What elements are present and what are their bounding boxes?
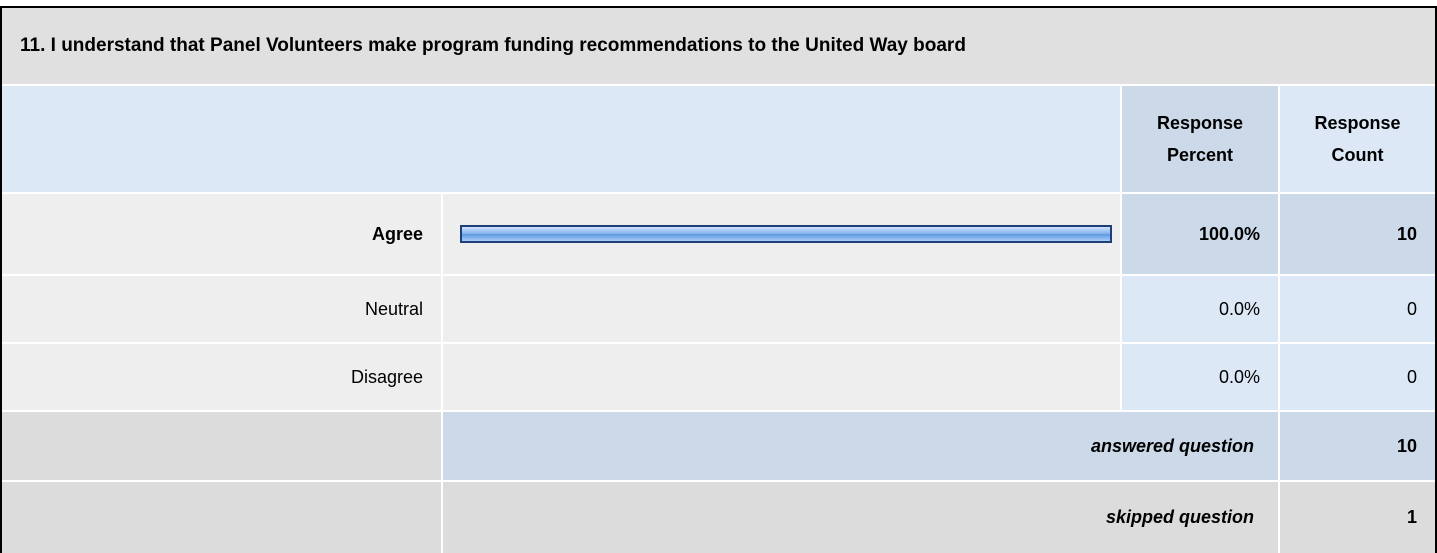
answered-count: 10	[1280, 412, 1435, 480]
header-blank	[2, 86, 1120, 192]
answer-label: Neutral	[2, 276, 441, 342]
answer-label: Agree	[2, 194, 441, 274]
summary-blank	[2, 482, 441, 553]
header-count: Response Count	[1280, 86, 1435, 192]
header-percent: Response Percent	[1122, 86, 1278, 192]
question-title: 11. I understand that Panel Volunteers m…	[2, 8, 1435, 84]
summary-blank	[2, 412, 441, 480]
survey-table: 11. I understand that Panel Volunteers m…	[0, 6, 1437, 553]
response-count: 10	[1280, 194, 1435, 274]
bar-cell	[443, 276, 1120, 342]
skipped-count: 1	[1280, 482, 1435, 553]
percent-bar	[460, 225, 1112, 243]
response-count: 0	[1280, 344, 1435, 410]
response-count: 0	[1280, 276, 1435, 342]
bar-cell	[443, 344, 1120, 410]
response-percent: 0.0%	[1122, 276, 1278, 342]
response-percent: 100.0%	[1122, 194, 1278, 274]
answer-label: Disagree	[2, 344, 441, 410]
answered-label: answered question	[443, 412, 1278, 480]
skipped-label: skipped question	[443, 482, 1278, 553]
response-percent: 0.0%	[1122, 344, 1278, 410]
